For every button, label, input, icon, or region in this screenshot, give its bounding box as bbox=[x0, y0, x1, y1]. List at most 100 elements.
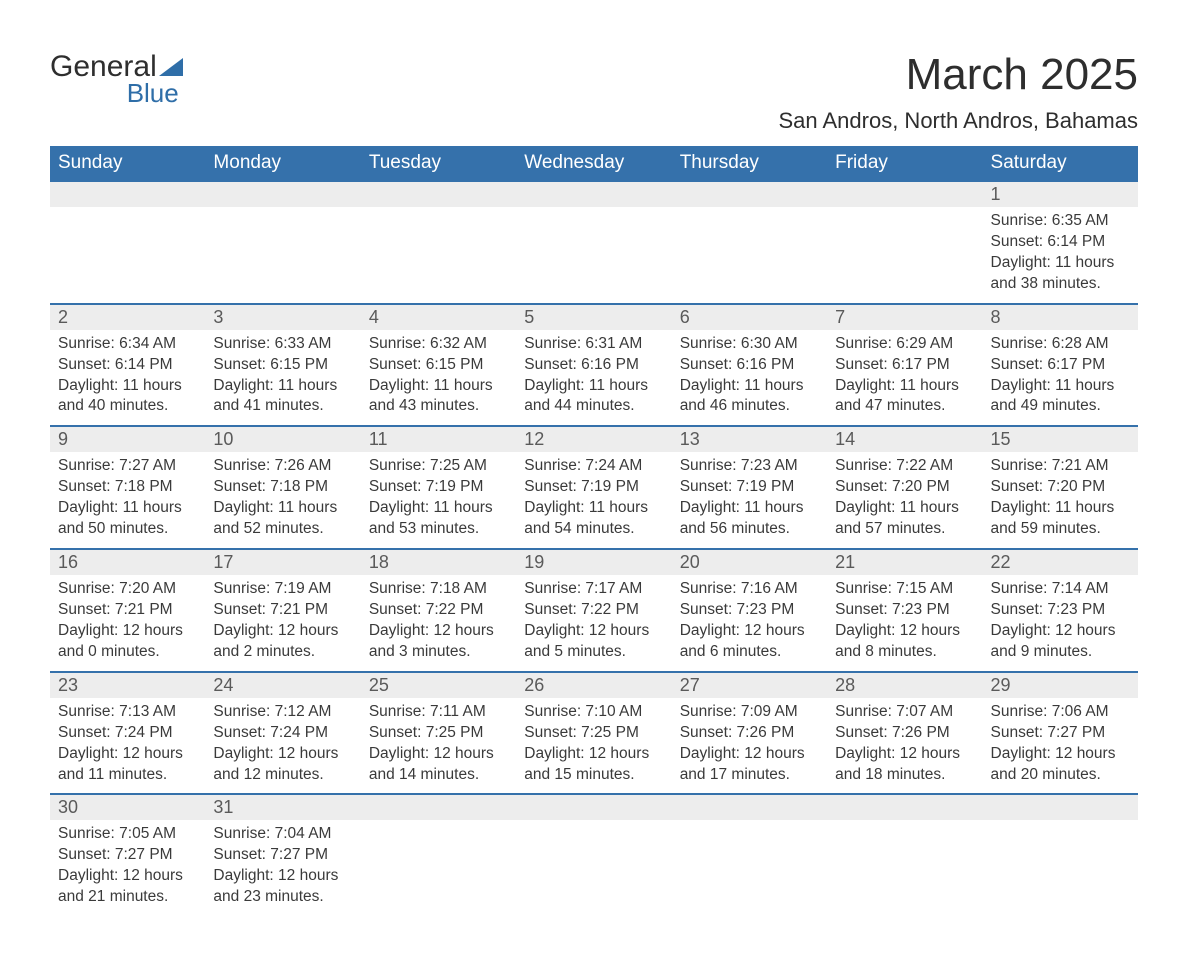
day-day2: and 49 minutes. bbox=[991, 396, 1130, 417]
day-sunset: Sunset: 7:27 PM bbox=[991, 723, 1130, 744]
day-detail-cell: Sunrise: 7:15 AMSunset: 7:23 PMDaylight:… bbox=[827, 575, 982, 672]
day-sunrise: Sunrise: 7:06 AM bbox=[991, 702, 1130, 723]
day-sunrise: Sunrise: 7:09 AM bbox=[680, 702, 819, 723]
day-number-cell: 7 bbox=[827, 304, 982, 330]
day-sunrise: Sunrise: 7:14 AM bbox=[991, 579, 1130, 600]
day-sunrise: Sunrise: 6:28 AM bbox=[991, 334, 1130, 355]
day-detail-cell: Sunrise: 7:07 AMSunset: 7:26 PMDaylight:… bbox=[827, 698, 982, 795]
day-day1: Daylight: 11 hours bbox=[991, 253, 1130, 274]
day-detail-cell bbox=[827, 207, 982, 304]
day-sunrise: Sunrise: 7:20 AM bbox=[58, 579, 197, 600]
day-day2: and 50 minutes. bbox=[58, 519, 197, 540]
day-number-cell: 26 bbox=[516, 672, 671, 698]
day-day2: and 47 minutes. bbox=[835, 396, 974, 417]
day-sunset: Sunset: 7:27 PM bbox=[213, 845, 352, 866]
day-detail-cell: Sunrise: 7:22 AMSunset: 7:20 PMDaylight:… bbox=[827, 452, 982, 549]
col-friday: Friday bbox=[827, 146, 982, 181]
day-number-cell: 24 bbox=[205, 672, 360, 698]
day-detail-cell bbox=[516, 820, 671, 916]
day-detail-cell: Sunrise: 7:10 AMSunset: 7:25 PMDaylight:… bbox=[516, 698, 671, 795]
day-sunset: Sunset: 7:21 PM bbox=[213, 600, 352, 621]
day-detail-cell: Sunrise: 7:23 AMSunset: 7:19 PMDaylight:… bbox=[672, 452, 827, 549]
day-sunset: Sunset: 7:18 PM bbox=[213, 477, 352, 498]
day-detail-cell: Sunrise: 7:09 AMSunset: 7:26 PMDaylight:… bbox=[672, 698, 827, 795]
day-day2: and 0 minutes. bbox=[58, 642, 197, 663]
day-day1: Daylight: 12 hours bbox=[213, 866, 352, 887]
day-number-cell: 9 bbox=[50, 426, 205, 452]
day-detail-cell: Sunrise: 7:25 AMSunset: 7:19 PMDaylight:… bbox=[361, 452, 516, 549]
day-day1: Daylight: 12 hours bbox=[58, 744, 197, 765]
day-detail-cell: Sunrise: 6:33 AMSunset: 6:15 PMDaylight:… bbox=[205, 330, 360, 427]
day-sunrise: Sunrise: 7:07 AM bbox=[835, 702, 974, 723]
day-sunset: Sunset: 7:23 PM bbox=[680, 600, 819, 621]
day-day1: Daylight: 11 hours bbox=[58, 376, 197, 397]
day-day2: and 15 minutes. bbox=[524, 765, 663, 786]
day-number-cell: 14 bbox=[827, 426, 982, 452]
day-day1: Daylight: 12 hours bbox=[369, 621, 508, 642]
day-number-cell: 22 bbox=[983, 549, 1138, 575]
day-day1: Daylight: 12 hours bbox=[991, 744, 1130, 765]
day-number-cell bbox=[827, 181, 982, 207]
day-number-cell: 8 bbox=[983, 304, 1138, 330]
day-sunset: Sunset: 6:14 PM bbox=[991, 232, 1130, 253]
day-detail-cell: Sunrise: 7:13 AMSunset: 7:24 PMDaylight:… bbox=[50, 698, 205, 795]
week-daynum-row: 23242526272829 bbox=[50, 672, 1138, 698]
day-detail-cell: Sunrise: 7:04 AMSunset: 7:27 PMDaylight:… bbox=[205, 820, 360, 916]
week-daynum-row: 3031 bbox=[50, 794, 1138, 820]
month-title: March 2025 bbox=[778, 50, 1138, 100]
day-day1: Daylight: 11 hours bbox=[991, 498, 1130, 519]
day-day1: Daylight: 11 hours bbox=[835, 376, 974, 397]
calendar-body: 1Sunrise: 6:35 AMSunset: 6:14 PMDaylight… bbox=[50, 181, 1138, 916]
day-day1: Daylight: 11 hours bbox=[369, 376, 508, 397]
day-day1: Daylight: 12 hours bbox=[680, 621, 819, 642]
day-number-cell bbox=[827, 794, 982, 820]
day-day1: Daylight: 12 hours bbox=[213, 621, 352, 642]
day-detail-cell: Sunrise: 7:24 AMSunset: 7:19 PMDaylight:… bbox=[516, 452, 671, 549]
day-day2: and 5 minutes. bbox=[524, 642, 663, 663]
day-sunset: Sunset: 7:18 PM bbox=[58, 477, 197, 498]
day-detail-cell: Sunrise: 7:21 AMSunset: 7:20 PMDaylight:… bbox=[983, 452, 1138, 549]
day-day1: Daylight: 11 hours bbox=[991, 376, 1130, 397]
day-detail-cell: Sunrise: 7:19 AMSunset: 7:21 PMDaylight:… bbox=[205, 575, 360, 672]
day-sunset: Sunset: 7:19 PM bbox=[524, 477, 663, 498]
day-day1: Daylight: 12 hours bbox=[835, 744, 974, 765]
day-day2: and 23 minutes. bbox=[213, 887, 352, 908]
day-number-cell: 3 bbox=[205, 304, 360, 330]
day-day1: Daylight: 12 hours bbox=[991, 621, 1130, 642]
day-day2: and 9 minutes. bbox=[991, 642, 1130, 663]
day-sunset: Sunset: 6:15 PM bbox=[213, 355, 352, 376]
day-day2: and 12 minutes. bbox=[213, 765, 352, 786]
day-day2: and 2 minutes. bbox=[213, 642, 352, 663]
day-number-cell bbox=[205, 181, 360, 207]
day-detail-cell: Sunrise: 6:31 AMSunset: 6:16 PMDaylight:… bbox=[516, 330, 671, 427]
day-detail-cell: Sunrise: 6:34 AMSunset: 6:14 PMDaylight:… bbox=[50, 330, 205, 427]
day-number-cell bbox=[50, 181, 205, 207]
day-detail-cell: Sunrise: 7:20 AMSunset: 7:21 PMDaylight:… bbox=[50, 575, 205, 672]
day-detail-cell bbox=[827, 820, 982, 916]
week-detail-row: Sunrise: 6:34 AMSunset: 6:14 PMDaylight:… bbox=[50, 330, 1138, 427]
day-number-cell: 10 bbox=[205, 426, 360, 452]
day-number-cell: 28 bbox=[827, 672, 982, 698]
logo-triangle-icon bbox=[159, 58, 183, 76]
day-sunrise: Sunrise: 7:23 AM bbox=[680, 456, 819, 477]
day-number-cell: 18 bbox=[361, 549, 516, 575]
day-detail-cell bbox=[983, 820, 1138, 916]
day-sunrise: Sunrise: 6:31 AM bbox=[524, 334, 663, 355]
day-number-cell bbox=[361, 181, 516, 207]
day-number-cell: 23 bbox=[50, 672, 205, 698]
title-block: March 2025 San Andros, North Andros, Bah… bbox=[778, 50, 1138, 134]
day-day2: and 46 minutes. bbox=[680, 396, 819, 417]
day-day2: and 11 minutes. bbox=[58, 765, 197, 786]
day-sunrise: Sunrise: 7:15 AM bbox=[835, 579, 974, 600]
day-detail-cell bbox=[361, 820, 516, 916]
day-day1: Daylight: 12 hours bbox=[524, 621, 663, 642]
day-day2: and 38 minutes. bbox=[991, 274, 1130, 295]
day-sunrise: Sunrise: 6:34 AM bbox=[58, 334, 197, 355]
day-day2: and 44 minutes. bbox=[524, 396, 663, 417]
day-sunset: Sunset: 6:16 PM bbox=[680, 355, 819, 376]
day-number-cell: 25 bbox=[361, 672, 516, 698]
week-daynum-row: 16171819202122 bbox=[50, 549, 1138, 575]
day-sunset: Sunset: 6:14 PM bbox=[58, 355, 197, 376]
day-day1: Daylight: 11 hours bbox=[524, 498, 663, 519]
day-day1: Daylight: 12 hours bbox=[524, 744, 663, 765]
